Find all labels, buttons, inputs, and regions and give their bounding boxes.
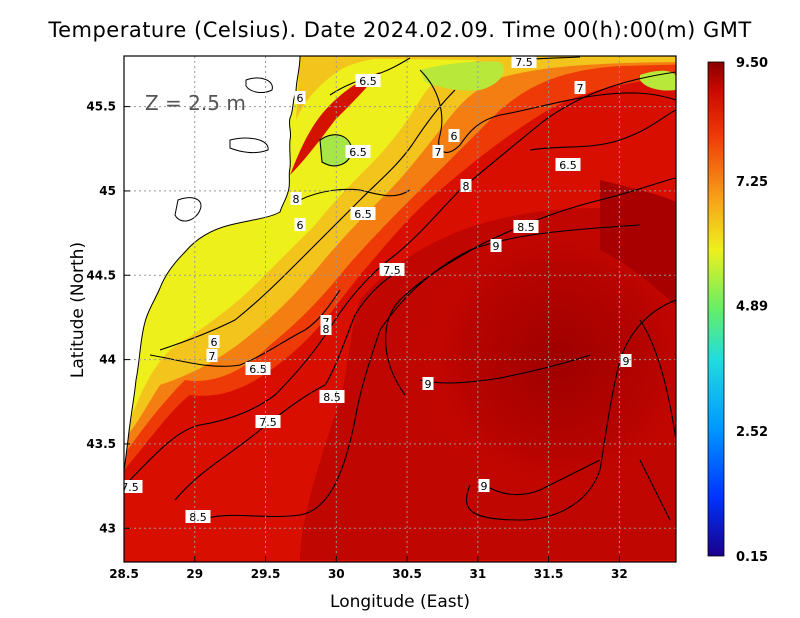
contour-label-bg [294, 91, 306, 104]
contour-label-bg [320, 322, 332, 335]
contour-label-bg [574, 81, 586, 94]
contour-label: 7 [435, 146, 442, 159]
contour-label: 9 [493, 240, 500, 253]
contour-label: 6.5 [354, 208, 372, 221]
contour-label-bg [255, 415, 281, 428]
contour-label-bg [448, 129, 460, 142]
contour-label: 7.5 [515, 56, 533, 69]
contour-label-bg [422, 377, 434, 390]
contour-label-bg [345, 145, 371, 158]
contour-label: 8 [463, 180, 470, 193]
x-tick-label: 31.5 [534, 567, 564, 581]
contour-label-bg [555, 158, 581, 171]
x-tick-label: 28.5 [109, 567, 139, 581]
contour-label-bg [379, 263, 405, 276]
colorbar [707, 61, 725, 557]
contour-label: 6 [297, 219, 304, 232]
contour-label-bg [245, 362, 271, 375]
x-axis-label: Longitude (East) [330, 592, 470, 612]
contour-label-bg [319, 390, 345, 403]
contour-label-bg [478, 479, 490, 492]
x-tick-label: 30 [328, 567, 345, 581]
contour-labels: 7.56.5766.57686.586.568.597.578676.58.59… [121, 56, 632, 524]
y-tick-label: 43 [99, 521, 116, 535]
colorbar-tick-label: 0.15 [736, 550, 768, 565]
contour-label: 7.5 [121, 481, 139, 494]
contour-label: 8.5 [323, 391, 341, 404]
x-tick-label: 29.5 [251, 567, 281, 581]
contour-label: 6.5 [249, 363, 267, 376]
contour-label: 6 [211, 336, 218, 349]
contour-label-bg [513, 220, 539, 233]
contour-label: 8 [293, 193, 300, 206]
contour-label: 6 [297, 92, 304, 105]
y-tick-label: 45 [99, 184, 116, 198]
contour-label: 7 [209, 350, 216, 363]
x-tick-label: 29 [186, 567, 203, 581]
contour-label: 8.5 [189, 511, 207, 524]
colorbar-tick-label: 9.50 [736, 56, 768, 71]
contour-label: 6.5 [349, 146, 367, 159]
contour-label-bg [460, 179, 472, 192]
contour-label: 8 [323, 323, 330, 336]
land-mass [124, 56, 301, 471]
x-tick-label: 30.5 [392, 567, 422, 581]
colorbar-tick-label: 4.89 [736, 300, 768, 315]
contour-label-bg [350, 207, 376, 220]
contour-label: 7.5 [259, 416, 277, 429]
y-tick-label: 44.5 [86, 268, 116, 282]
contour-label: 9 [481, 480, 488, 493]
contour-label-bg [294, 218, 306, 231]
contour-label: 9 [623, 355, 630, 368]
contour-label: 6 [451, 130, 458, 143]
x-tick-label: 31 [469, 567, 486, 581]
contour-label-bg [620, 354, 632, 367]
contour-label-bg [432, 145, 444, 158]
contour-label-bg [355, 74, 381, 87]
x-tick-label: 32 [611, 567, 628, 581]
sea-surface-field: 7.56.5766.57686.586.568.597.578676.58.59… [121, 56, 676, 562]
depth-label: Z = 2.5 m [145, 91, 246, 115]
colorbar-tick-label: 7.25 [736, 175, 768, 190]
contour-label-bg [185, 510, 211, 523]
contour-label: 9 [425, 378, 432, 391]
contour-label: 7.5 [383, 264, 401, 277]
y-tick-label: 44 [99, 353, 116, 367]
y-tick-label: 45.5 [86, 100, 116, 114]
contour-label: 6.5 [559, 159, 577, 172]
contour-label: 6.5 [359, 75, 377, 88]
colorbar-tick-label: 2.52 [736, 425, 768, 440]
contour-label-bg [511, 56, 537, 68]
contour-label-bg [124, 480, 143, 493]
contour-label: 7 [577, 82, 584, 95]
y-tick-label: 43.5 [86, 437, 116, 451]
contour-label: 8.5 [517, 221, 535, 234]
contour-label-bg [208, 335, 220, 348]
figure-title: Temperature (Celsius). Date 2024.02.09. … [48, 18, 752, 42]
contour-label-bg [320, 315, 332, 328]
contour-label-bg [490, 239, 502, 252]
axis-ticks: 28.5 29 29.5 30 30.5 31 31.5 32 45.5 45 44.5 44 43.5… [86, 100, 627, 581]
contour-label-bg [290, 192, 302, 205]
contour-label-bg [206, 349, 218, 362]
plot-frame [123, 55, 677, 563]
colorbar-ticks: 9.50 7.25 4.89 2.52 0.15 [736, 56, 768, 565]
